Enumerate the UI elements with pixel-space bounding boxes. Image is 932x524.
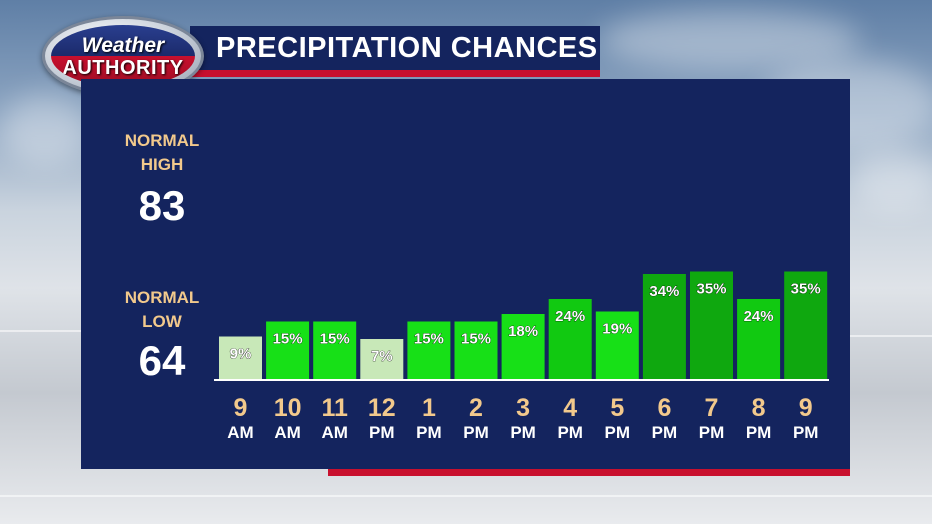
bar-2 — [313, 321, 357, 379]
bar-value-label-6: 18% — [508, 323, 538, 340]
x-tick-hour-0: 9 — [234, 394, 248, 422]
normal-high-label-1: NORMAL — [124, 131, 200, 150]
x-tick-period-0: AM — [227, 423, 253, 442]
x-tick-hour-11: 8 — [752, 394, 766, 422]
x-tick-period-11: PM — [746, 423, 772, 442]
panel-accent-bar — [328, 469, 850, 476]
x-tick-period-2: AM — [321, 423, 347, 442]
x-tick-period-3: PM — [369, 423, 395, 442]
x-tick-hour-3: 12 — [368, 394, 396, 422]
x-tick-hour-4: 1 — [422, 394, 436, 422]
bar-value-label-8: 19% — [602, 321, 632, 338]
logo-text-weather: Weather — [81, 34, 165, 57]
bar-9 — [642, 274, 686, 379]
bar-11 — [737, 299, 781, 379]
x-tick-hour-12: 9 — [799, 394, 813, 422]
x-tick-period-10: PM — [699, 423, 725, 442]
bar-0 — [219, 336, 262, 379]
bar-7 — [548, 299, 592, 379]
logo-text-authority: AUTHORITY — [62, 57, 184, 79]
x-tick-hour-6: 3 — [516, 394, 530, 422]
bar-5 — [454, 321, 498, 379]
x-tick-period-12: PM — [793, 423, 819, 442]
x-tick-period-9: PM — [652, 423, 678, 442]
title-bar: PRECIPITATION CHANCES — [190, 26, 600, 77]
bar-3 — [360, 339, 404, 379]
bar-value-label-7: 24% — [555, 308, 585, 325]
x-tick-period-1: AM — [274, 423, 300, 442]
bar-value-label-10: 35% — [696, 281, 726, 298]
x-tick-hour-8: 5 — [610, 394, 624, 422]
normal-low-label-2: LOW — [142, 312, 182, 331]
x-tick-hour-9: 6 — [657, 394, 671, 422]
bar-10 — [690, 271, 733, 379]
bar-8 — [595, 311, 639, 379]
bar-value-label-5: 15% — [461, 331, 491, 348]
x-tick-hour-7: 4 — [563, 394, 577, 422]
normal-high-value: 83 — [138, 182, 186, 229]
bar-value-label-3: 7% — [371, 348, 393, 365]
bar-12 — [784, 271, 828, 379]
x-tick-hour-10: 7 — [705, 394, 719, 422]
bar-1 — [266, 321, 310, 379]
bar-6 — [501, 314, 545, 379]
bar-value-label-2: 15% — [320, 331, 350, 348]
x-tick-hour-2: 11 — [321, 394, 348, 422]
x-tick-period-6: PM — [510, 423, 536, 442]
x-tick-period-7: PM — [557, 423, 583, 442]
x-tick-period-4: PM — [416, 423, 442, 442]
normal-low-value: 64 — [138, 337, 186, 384]
bar-value-label-1: 15% — [273, 331, 303, 348]
bar-value-label-12: 35% — [791, 281, 821, 298]
bar-value-label-11: 24% — [744, 308, 774, 325]
x-tick-period-5: PM — [463, 423, 489, 442]
bar-value-label-4: 15% — [414, 331, 444, 348]
normal-high-label-2: HIGH — [140, 155, 184, 174]
x-tick-period-8: PM — [605, 423, 631, 442]
chart-title: PRECIPITATION CHANCES — [216, 31, 598, 64]
x-tick-hour-1: 10 — [274, 394, 302, 422]
normal-low-label-1: NORMAL — [124, 288, 200, 307]
bar-value-label-9: 34% — [649, 283, 679, 300]
x-tick-hour-5: 2 — [469, 394, 483, 422]
bar-value-label-0: 9% — [230, 346, 252, 363]
bar-4 — [407, 321, 451, 379]
